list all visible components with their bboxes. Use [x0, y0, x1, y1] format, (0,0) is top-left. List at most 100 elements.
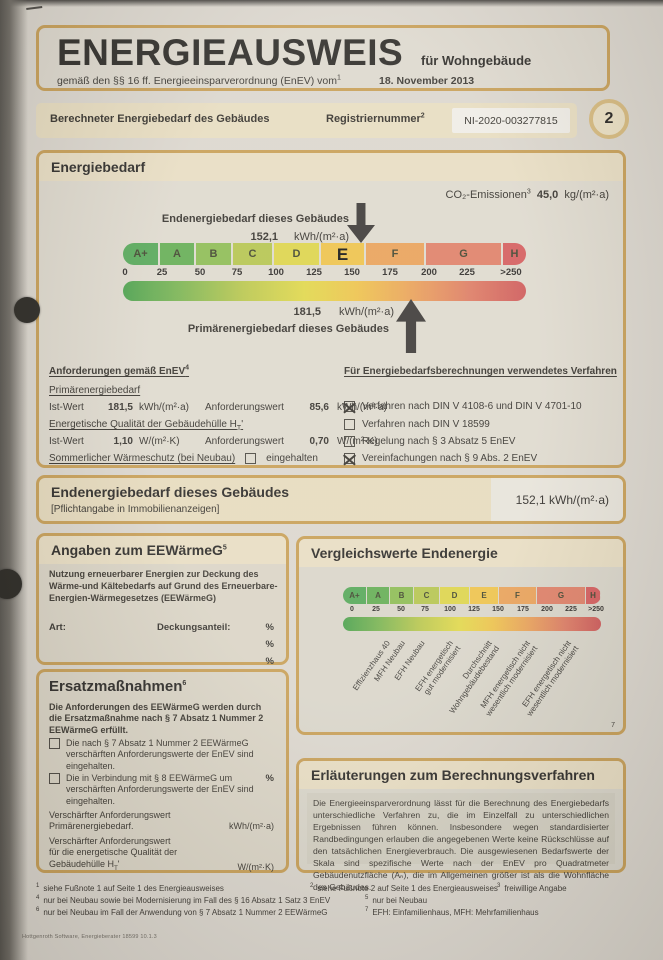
class-letter: A+	[349, 590, 360, 600]
gebaeudehuelle-subheading: Energetische Qualität der Gebäudehülle H…	[49, 419, 243, 432]
class-letter: G	[557, 590, 565, 600]
class-letter: A	[375, 590, 381, 600]
ist-wert-value: 181,5	[107, 402, 133, 413]
footnote: 2 siehe Fußnote 2 auf Seite 1 des Energie…	[310, 883, 498, 893]
anforderungswert-unit: W/(m²·K)	[337, 436, 378, 447]
class-letter: E	[336, 244, 349, 264]
versch2-unit: W/(m²·K)	[237, 861, 274, 872]
tick-label: 0	[122, 267, 128, 278]
photo-top-edge	[0, 0, 663, 7]
footnote-mark: 1	[36, 883, 40, 890]
co2-value: 45,0	[536, 189, 559, 201]
primaerenergiebedarf-subheading: Primärenergiebedarf	[49, 385, 141, 396]
tick-label: 200	[541, 606, 553, 613]
sommer-heading: Sommerlicher Wärmeschutz (bei Neubau)	[49, 453, 236, 464]
tick-label: 200	[421, 267, 437, 278]
footnote-mark: 2	[310, 883, 314, 890]
eingehalten-label: eingehalten	[266, 453, 318, 464]
eewaermeg-footnote-mark: 5	[222, 544, 227, 552]
versch2-line3: Gebäudehülle H	[49, 858, 115, 869]
header-date: 18. November 2013	[379, 75, 475, 87]
pflichtangabe-box: Endenergiebedarf dieses Gebäudes [Pflich…	[36, 475, 626, 524]
primaerenergie-unit: kWh/(m²·a)	[339, 306, 394, 318]
footnote-text: nur bei Neubau im Fall der Anwendung von…	[43, 908, 328, 917]
footnote-text: freiwillige Angabe	[504, 884, 567, 893]
tick-label: 50	[194, 267, 206, 278]
vergleichswerte-footnote-mark: 7	[611, 722, 615, 729]
pflichtangabe-subtitle: [Pflichtangabe in Immobilienanzeigen]	[51, 504, 220, 515]
co2-label: CO₂-Emissionen	[445, 189, 527, 201]
eingehalten-checkbox	[245, 453, 257, 464]
tick-label: 0	[350, 606, 354, 613]
tick-label: >250	[588, 606, 604, 613]
verfahren-item-label: Verfahren nach DIN V 18599	[362, 419, 490, 430]
class-segment: H	[586, 587, 601, 604]
endenergie-arrow-label: Endenergiebedarf dieses Gebäudes	[161, 213, 349, 225]
registry-label: Registriernummer2	[326, 112, 425, 125]
class-letter: A+	[133, 247, 148, 260]
tick-label: 75	[231, 267, 243, 278]
energy-scale-ticks: 0 25 50 75 100 125 150 175 200 225 >250	[39, 267, 629, 279]
versch2-line2: für die energetische Qualität der	[49, 847, 178, 858]
meta-band: Berechneter Energiebedarf des Gebäudes R…	[36, 103, 577, 138]
primaerenergie-arrow-value: 181,5 kWh/(m²·a)	[169, 306, 394, 318]
ist-wert-label: Ist-Wert	[49, 402, 84, 413]
header-law-text: gemäß den §§ 16 ff. Energieeinsparverord…	[57, 75, 337, 87]
tick-label: 175	[382, 267, 398, 278]
tick-label: 225	[459, 267, 475, 278]
comparison-gradient-bar	[343, 617, 601, 631]
erlaeuterungen-titleband: Erläuterungen zum Berechnungsverfahren	[299, 761, 623, 789]
ersatz-footnote-mark: 6	[182, 680, 187, 687]
ist-wert-unit: kWh/(m²·a)	[139, 402, 189, 413]
percent-sign: %	[265, 622, 274, 633]
registry-footnote-mark: 2	[420, 112, 425, 120]
anforderungswert-value: 85,6	[309, 402, 329, 413]
class-segment: D	[440, 587, 470, 604]
footnote-text: EFH: Einfamilienhaus, MFH: Mehrfamilienh…	[372, 908, 539, 917]
class-segment: E	[470, 587, 499, 604]
class-letter: F	[515, 590, 520, 600]
footnote-mark: 6	[36, 907, 40, 914]
verfahren-checkbox	[344, 401, 355, 412]
page-number-badge: 2	[589, 99, 629, 139]
verfahren-item: Vereinfachungen nach § 9 Abs. 2 EnEV	[344, 453, 537, 464]
vergleichswerte-box: Vergleichswerte Endenergie A+ A B C D E …	[296, 536, 626, 735]
tick-label: 150	[344, 267, 360, 278]
tick-label: 100	[444, 606, 456, 613]
anforderungen-heading: Anforderungen gemäß EnEV4	[49, 365, 189, 377]
pflichtangabe-title: Endenergiebedarf dieses Gebäudes	[51, 484, 290, 500]
eewaermeg-titleband: Angaben zum EEWärmeG5	[39, 536, 286, 564]
class-letter: D	[292, 247, 301, 260]
verschaerfter-anforderungswert-1: Verschärfter Anforderungswert Primärener…	[49, 810, 276, 833]
versch1-line2: Primärenergiebedarf.	[49, 821, 134, 832]
registry-number-field: NI-2020-003277815	[452, 108, 570, 133]
section-title-ersatzmassnahmen: Ersatzmaßnahmen6	[49, 678, 186, 695]
erlaeuterungen-box: Erläuterungen zum Berechnungsverfahren D…	[296, 758, 626, 892]
endenergie-marker-arrow-icon	[347, 203, 375, 243]
verfahren-item: Verfahren nach DIN V 18599	[344, 419, 490, 430]
energy-gradient-bar	[123, 281, 526, 301]
co2-unit: kg/(m²·a)	[564, 189, 609, 201]
class-letter: C	[248, 247, 257, 260]
percent-sign: %	[265, 656, 274, 667]
class-letter: E	[481, 590, 487, 600]
ist-wert-label: Ist-Wert	[49, 436, 84, 447]
percent-sign: %	[265, 773, 274, 784]
energy-class-band: A+ A B C D E F G H	[123, 243, 526, 265]
pflichtangabe-value: 152,1 kWh/(m²·a)	[491, 478, 623, 521]
gebaeudehuelle-sub: T	[236, 425, 242, 432]
primaerenergie-requirement-row: Ist-Wert 181,5 kWh/(m²·a) Anforderungswe…	[49, 402, 387, 413]
vergleichswerte-titleband: Vergleichswerte Endenergie	[299, 539, 623, 567]
class-segment: B	[196, 243, 233, 265]
co2-emissions-line: CO₂-Emissionen3 45,0 kg/(m²·a)	[445, 188, 609, 201]
class-segment: E	[321, 243, 366, 265]
versch1-line1: Verschärfter Anforderungswert	[49, 810, 171, 820]
verfahren-checkbox	[344, 453, 355, 464]
class-segment: A+	[343, 587, 367, 604]
footnote-mark: 5	[365, 895, 369, 902]
registry-label-text: Registriernummer	[326, 113, 421, 125]
tick-label: 175	[517, 606, 529, 613]
footnote-text: siehe Fußnote 2 auf Seite 1 des Energiea…	[317, 884, 498, 893]
footnote-mark: 3	[497, 883, 501, 890]
